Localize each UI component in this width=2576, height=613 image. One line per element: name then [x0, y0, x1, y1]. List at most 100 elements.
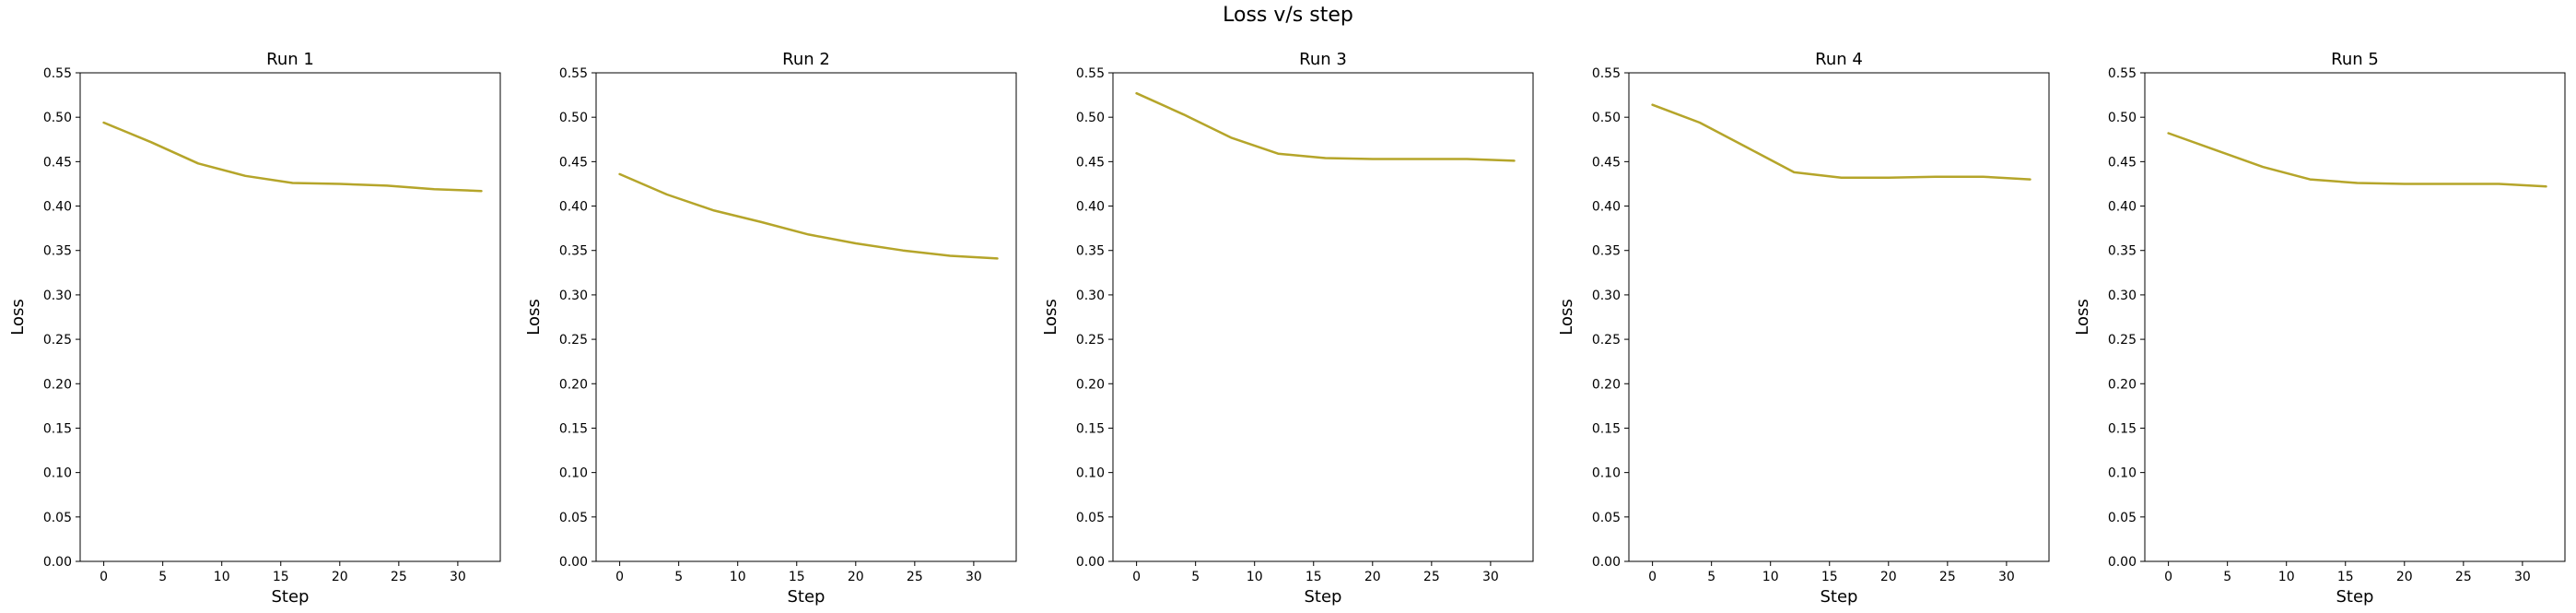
subplot-run-4: 0.00 0.05 0.10 0.15 0.20 0.25 0.30 0.35 0.40 0.45…: [1557, 50, 2050, 607]
x-tick-label: 15: [273, 570, 289, 584]
x-tick-label: 20: [2396, 570, 2413, 584]
y-tick-label: 0.30: [2108, 289, 2137, 303]
loss-series-line: [1135, 91, 1516, 162]
x-tick-label: 10: [730, 570, 746, 584]
y-axis-label: Loss: [2073, 299, 2092, 335]
loss-series-line: [1651, 103, 2032, 181]
y-tick-label: 0.20: [1076, 377, 1105, 392]
y-tick-label: 0.30: [1592, 289, 1621, 303]
y-tick-label: 0.25: [43, 333, 72, 348]
y-tick-label: 0.50: [43, 111, 72, 125]
x-tick-label: 5: [2223, 570, 2231, 584]
x-tick-label: 25: [1939, 570, 1956, 584]
y-tick-label: 0.15: [1592, 421, 1621, 436]
y-tick-label: 0.00: [43, 555, 72, 570]
y-tick-label: 0.50: [1592, 111, 1621, 125]
y-axis-label: Loss: [524, 299, 544, 335]
y-tick-label: 0.35: [1592, 244, 1621, 259]
x-axis-label: Step: [1821, 587, 1858, 607]
subplot-title: Run 1: [266, 50, 314, 69]
x-tick-label: 0: [2164, 570, 2172, 584]
subplot-title: Run 3: [1299, 50, 1347, 69]
y-tick-label: 0.25: [1592, 333, 1621, 348]
x-axis-label: Step: [272, 587, 310, 607]
y-tick-label: 0.10: [1592, 466, 1621, 481]
x-tick-label: 5: [674, 570, 683, 584]
y-tick-label: 0.15: [2108, 421, 2137, 436]
x-tick-label: 20: [1880, 570, 1897, 584]
x-tick-label: 10: [214, 570, 230, 584]
y-tick-label: 0.05: [559, 511, 588, 525]
y-tick-label: 0.50: [2108, 111, 2137, 125]
x-tick-label: 30: [450, 570, 466, 584]
y-tick-label: 0.25: [559, 333, 588, 348]
x-axis-label: Step: [1305, 587, 1342, 607]
plot-frame: [79, 72, 501, 562]
y-tick-label: 0.10: [2108, 466, 2137, 481]
x-tick-label: 5: [158, 570, 167, 584]
x-tick-label: 5: [1191, 570, 1200, 584]
y-tick-label: 0.15: [43, 421, 72, 436]
x-tick-label: 20: [1364, 570, 1381, 584]
subplot-title: Run 2: [782, 50, 830, 69]
x-tick-label: 30: [1998, 570, 2015, 584]
plot-frame: [1628, 72, 2050, 562]
y-tick-label: 0.50: [559, 111, 588, 125]
y-tick-label: 0.55: [1076, 66, 1105, 81]
x-tick-label: 30: [2514, 570, 2531, 584]
x-tick-label: 25: [1423, 570, 1440, 584]
y-tick-label: 0.55: [559, 66, 588, 81]
y-tick-label: 0.30: [1076, 289, 1105, 303]
x-tick-label: 20: [332, 570, 348, 584]
y-tick-label: 0.05: [1592, 511, 1621, 525]
y-tick-label: 0.00: [559, 555, 588, 570]
x-tick-label: 30: [966, 570, 982, 584]
x-tick-label: 0: [100, 570, 108, 584]
y-tick-label: 0.55: [2108, 66, 2137, 81]
y-tick-label: 0.45: [1076, 155, 1105, 170]
y-tick-label: 0.45: [2108, 155, 2137, 170]
y-tick-label: 0.05: [1076, 511, 1105, 525]
x-tick-label: 5: [1707, 570, 1715, 584]
x-tick-label: 25: [2455, 570, 2472, 584]
y-tick-label: 0.35: [1076, 244, 1105, 259]
y-axis-label: Loss: [8, 299, 28, 335]
x-tick-label: 0: [1648, 570, 1657, 584]
subplot-run-2: 0.00 0.05 0.10 0.15 0.20 0.25 0.30 0.35 0.40 0.45…: [524, 50, 1017, 607]
subplot-run-5: 0.00 0.05 0.10 0.15 0.20 0.25 0.30 0.35 0.40 0.45…: [2073, 50, 2566, 607]
loss-series-line: [618, 172, 999, 260]
y-tick-label: 0.55: [1592, 66, 1621, 81]
figure-title: Loss v/s step: [1223, 4, 1353, 27]
x-tick-label: 10: [1247, 570, 1263, 584]
y-tick-label: 0.45: [559, 155, 588, 170]
x-tick-label: 25: [391, 570, 407, 584]
y-tick-label: 0.05: [43, 511, 72, 525]
y-tick-label: 0.35: [559, 244, 588, 259]
y-tick-label: 0.40: [2108, 200, 2137, 215]
subplot-title: Run 5: [2331, 50, 2379, 69]
plot-frame: [1112, 72, 1534, 562]
x-axis-label: Step: [788, 587, 825, 607]
y-tick-label: 0.55: [43, 66, 72, 81]
plot-frame: [595, 72, 1017, 562]
plot-frame: [2144, 72, 2566, 562]
x-tick-label: 10: [2278, 570, 2295, 584]
x-tick-label: 15: [1821, 570, 1838, 584]
x-tick-label: 15: [789, 570, 805, 584]
x-tick-label: 20: [848, 570, 864, 584]
y-tick-label: 0.15: [1076, 421, 1105, 436]
y-tick-label: 0.20: [2108, 377, 2137, 392]
loss-series-line: [2167, 132, 2547, 188]
x-tick-label: 15: [1306, 570, 1322, 584]
y-axis-label: Loss: [1557, 299, 1576, 335]
y-tick-label: 0.20: [43, 377, 72, 392]
subplot-run-1: 0.00 0.05 0.10 0.15 0.20 0.25 0.30 0.35 0.40 0.45…: [8, 50, 501, 607]
y-tick-label: 0.25: [2108, 333, 2137, 348]
y-tick-label: 0.35: [2108, 244, 2137, 259]
y-tick-label: 0.35: [43, 244, 72, 259]
x-tick-label: 25: [907, 570, 923, 584]
y-axis-label: Loss: [1041, 299, 1060, 335]
y-tick-label: 0.50: [1076, 111, 1105, 125]
x-tick-label: 15: [2337, 570, 2354, 584]
